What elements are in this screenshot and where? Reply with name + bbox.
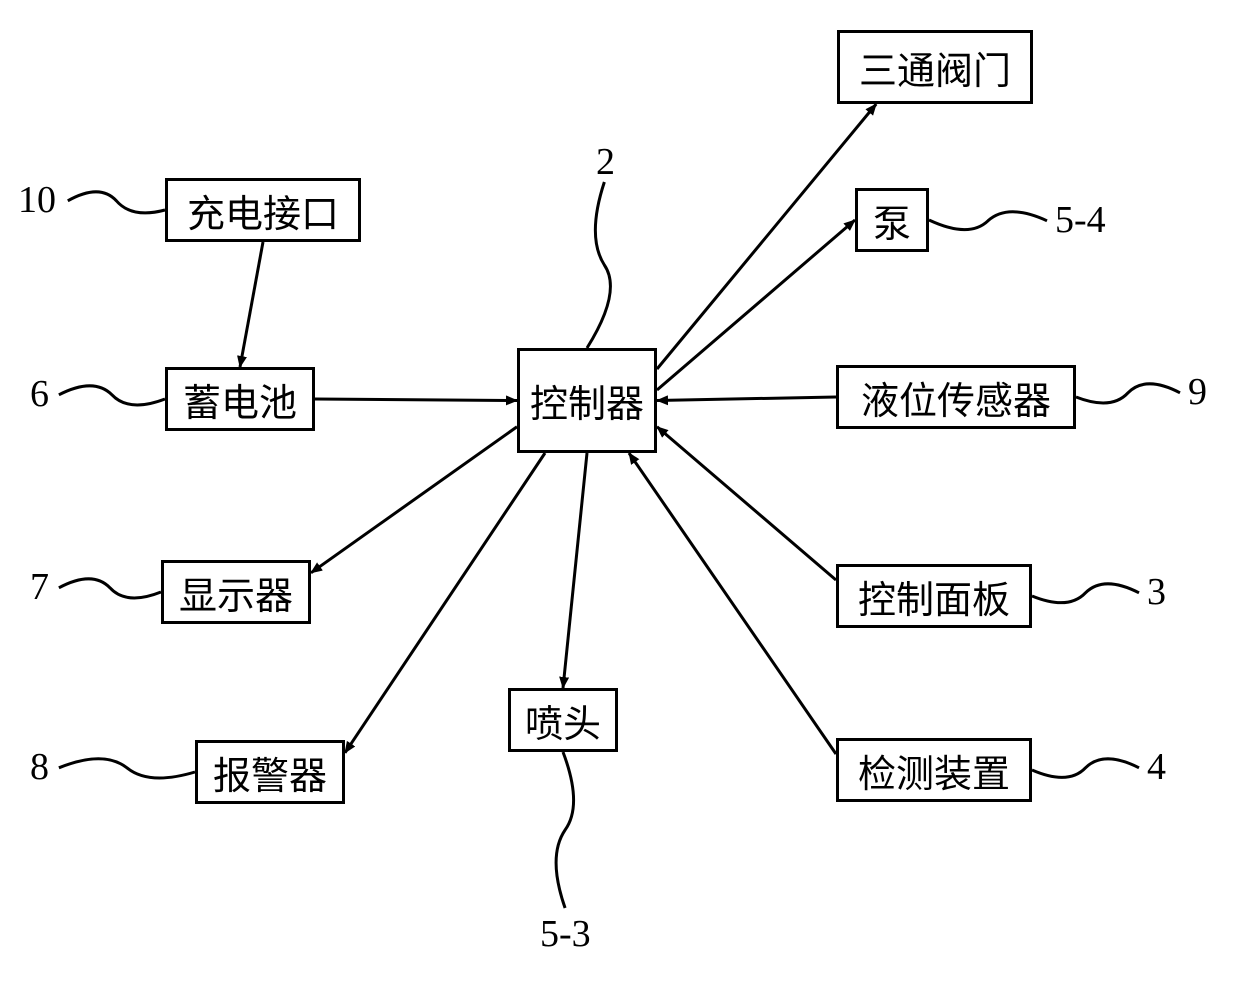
connector-layer xyxy=(0,0,1240,983)
node-battery: 蓄电池 xyxy=(165,367,315,431)
ref-label-2: 2 xyxy=(596,140,615,184)
node-pump: 泵 xyxy=(855,188,929,252)
node-control-panel: 控制面板 xyxy=(836,564,1032,628)
node-label: 充电接口 xyxy=(187,183,339,238)
node-label: 三通阀门 xyxy=(859,40,1011,95)
arrow-battery-to-controller xyxy=(315,399,517,401)
lead-line-5-3 xyxy=(556,752,574,908)
node-label: 泵 xyxy=(873,193,911,248)
ref-label-7: 7 xyxy=(30,565,49,609)
ref-label-4: 4 xyxy=(1147,745,1166,789)
lead-line-8 xyxy=(59,759,195,778)
arrow-controller-to-display xyxy=(311,427,517,573)
node-label: 控制面板 xyxy=(858,569,1010,624)
ref-label-9: 9 xyxy=(1188,370,1207,414)
arrow-charging_port-to-battery xyxy=(240,242,263,367)
arrow-controller-to-three_way_valve xyxy=(657,104,876,369)
node-label: 控制器 xyxy=(530,373,644,428)
node-label: 液位传感器 xyxy=(861,370,1051,425)
diagram-canvas: 控制器 三通阀门泵 充电接口蓄电池 液位传感器显示器 控制面板报警器 喷头检测装置 2 10 6… xyxy=(0,0,1240,983)
node-detection-device: 检测装置 xyxy=(836,738,1032,802)
node-three-way-valve: 三通阀门 xyxy=(837,30,1033,104)
lead-line-5-4 xyxy=(929,212,1047,230)
lead-line-10 xyxy=(68,192,165,213)
arrow-control_panel-to-controller xyxy=(657,427,836,580)
lead-line-2 xyxy=(587,182,610,348)
node-controller: 控制器 xyxy=(517,348,657,453)
node-label: 报警器 xyxy=(213,745,327,800)
node-label: 喷头 xyxy=(525,693,601,748)
lead-line-7 xyxy=(59,579,161,598)
node-label: 检测装置 xyxy=(858,743,1010,798)
node-liquid-sensor: 液位传感器 xyxy=(836,365,1076,429)
arrow-controller-to-pump xyxy=(657,220,855,390)
lead-line-3 xyxy=(1032,584,1139,603)
node-charging-port: 充电接口 xyxy=(165,178,361,242)
ref-label-5-3: 5-3 xyxy=(540,912,591,956)
ref-label-5-4: 5-4 xyxy=(1055,198,1106,242)
ref-label-6: 6 xyxy=(30,372,49,416)
node-label: 显示器 xyxy=(179,565,293,620)
arrow-detection_device-to-controller xyxy=(629,453,836,754)
lead-line-4 xyxy=(1032,759,1139,778)
node-label: 蓄电池 xyxy=(183,372,297,427)
ref-label-3: 3 xyxy=(1147,570,1166,614)
node-display: 显示器 xyxy=(161,560,311,624)
arrow-controller-to-nozzle xyxy=(563,453,587,688)
node-alarm: 报警器 xyxy=(195,740,345,804)
ref-label-10: 10 xyxy=(18,178,56,222)
lead-line-6 xyxy=(59,386,165,405)
node-nozzle: 喷头 xyxy=(508,688,618,752)
ref-label-8: 8 xyxy=(30,745,49,789)
lead-line-9 xyxy=(1076,384,1180,403)
arrow-liquid_sensor-to-controller xyxy=(657,397,836,401)
